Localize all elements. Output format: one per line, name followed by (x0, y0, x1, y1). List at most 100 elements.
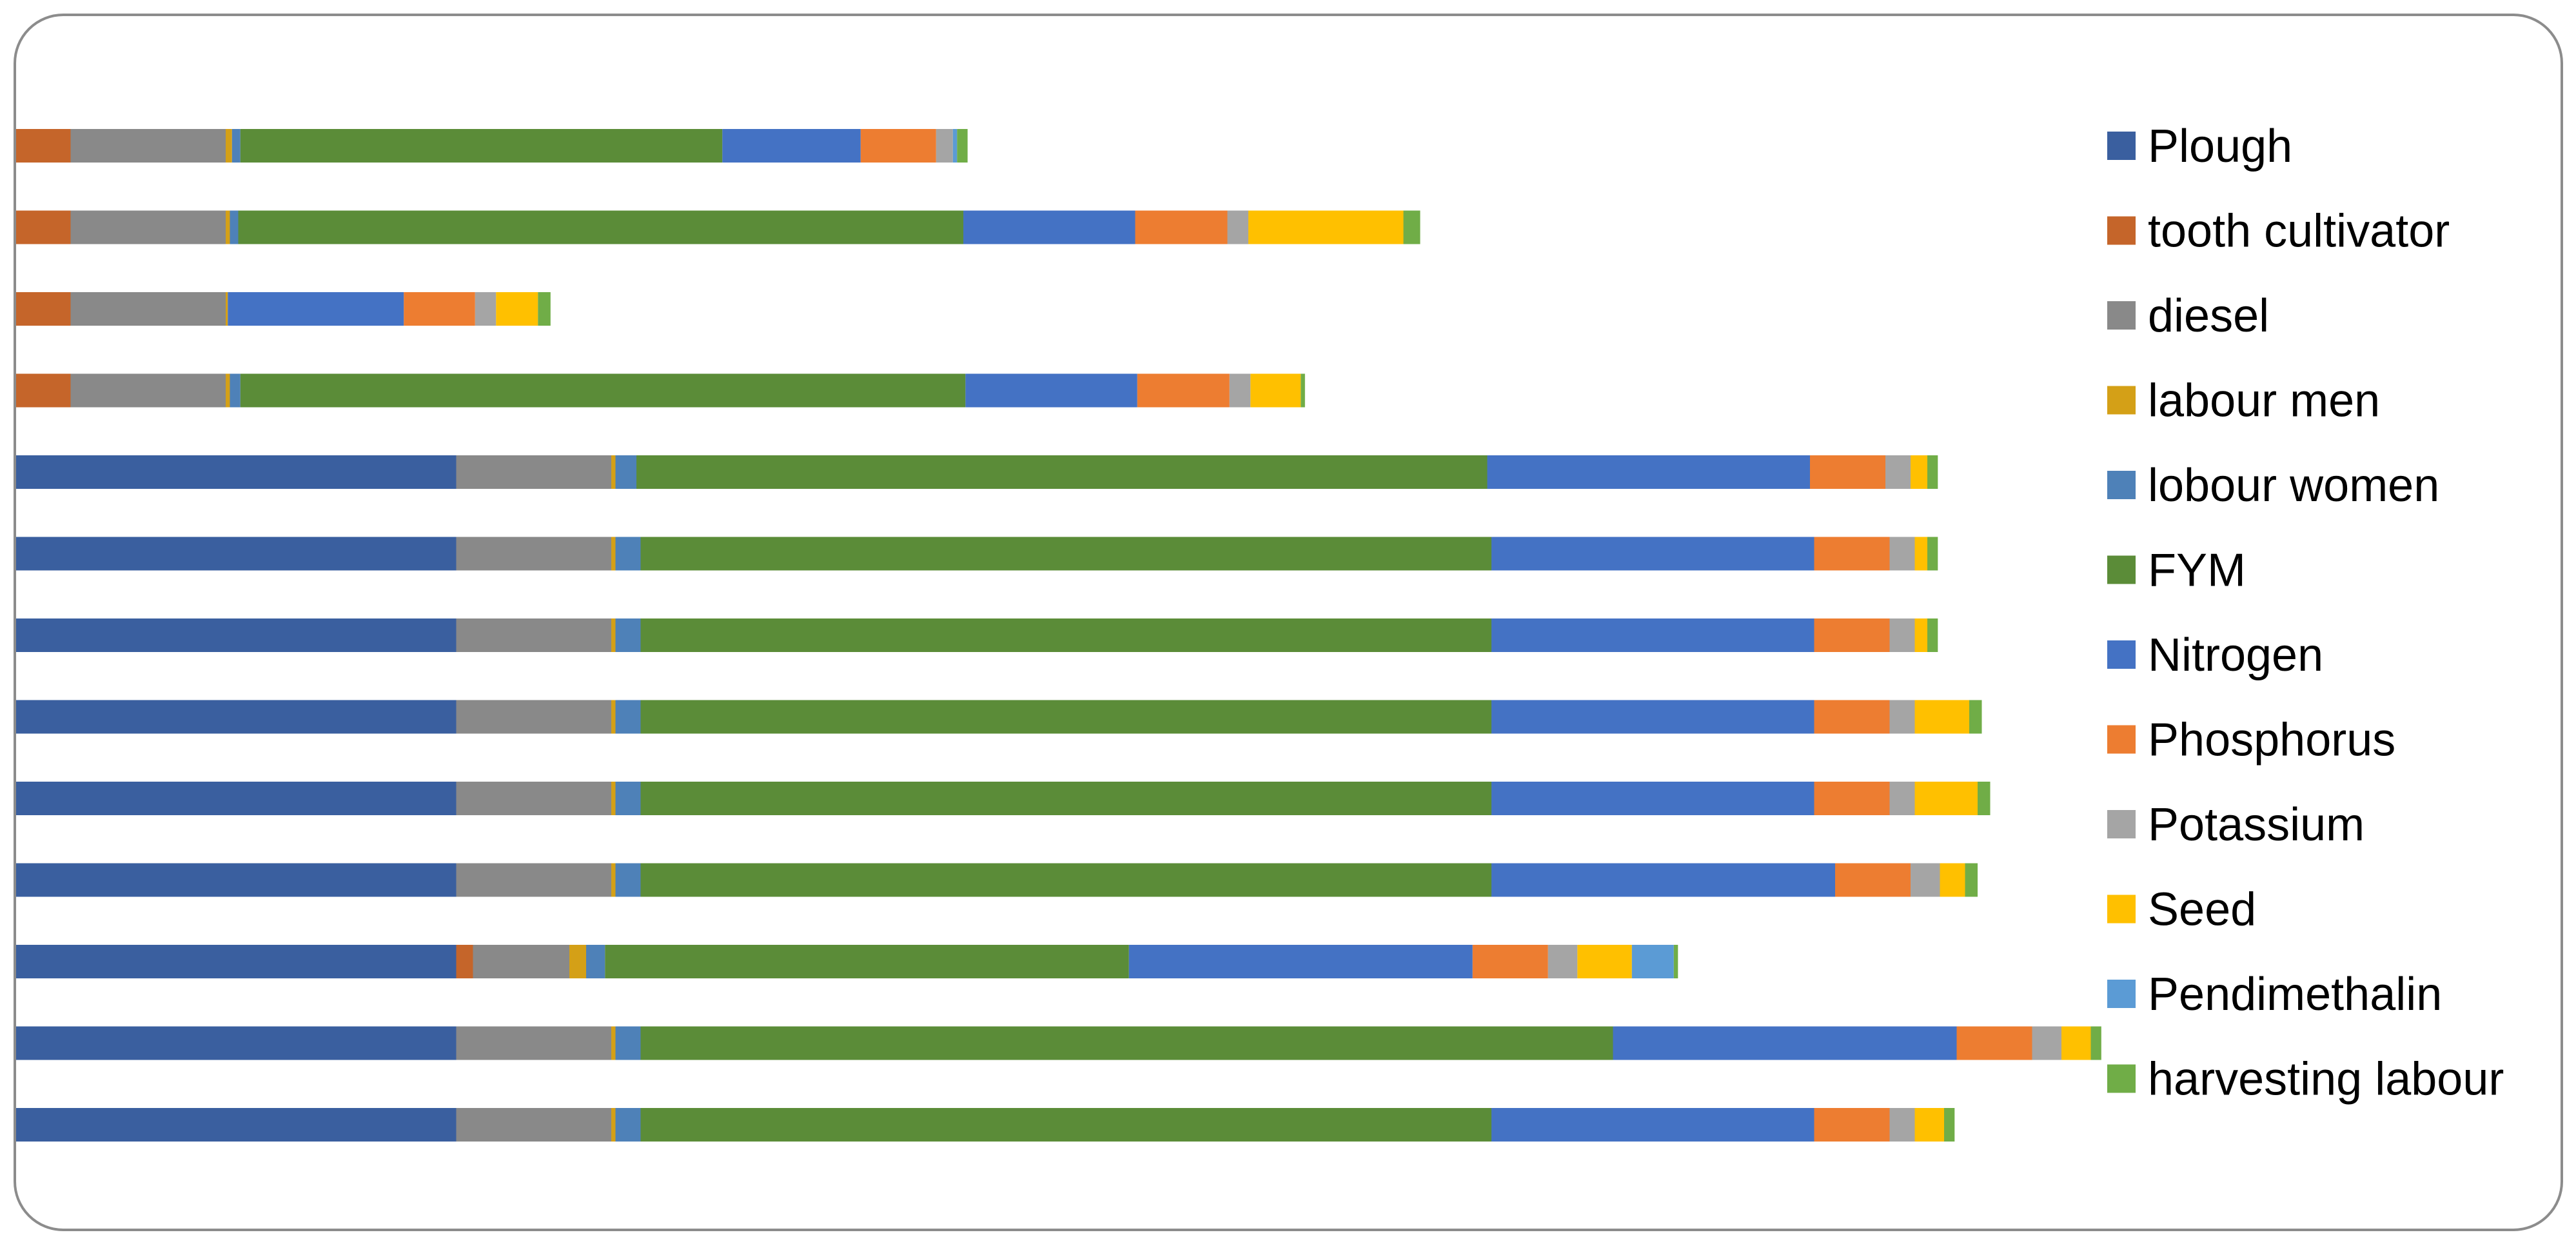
bar-segment-row4-nitrogen (965, 373, 1137, 408)
bar-segment-row7-harvesting-labour (1927, 618, 1938, 652)
bar-segment-row1-phosphorus (860, 129, 936, 163)
bar-segment-row11-potassium (1548, 945, 1578, 978)
legend-item: FYM (2107, 545, 2246, 597)
legend-swatch (2107, 980, 2136, 1008)
bar-segment-row2-labour-men (226, 210, 230, 244)
legend-label: diesel (2148, 290, 2269, 342)
bar-segment-row4-tooth-cultivator (16, 373, 71, 408)
bar-segment-row5-fym (636, 455, 1488, 489)
bar-segment-row2-fym (238, 210, 963, 244)
legend-label: Nitrogen (2148, 629, 2323, 681)
bar-segment-row2-phosphorus (1135, 210, 1228, 244)
legend-item: Phosphorus (2107, 715, 2395, 766)
bar-segment-row11-plough (16, 945, 457, 978)
bar-segment-row2-tooth-cultivator (16, 210, 71, 244)
legend-swatch (2107, 132, 2136, 160)
bar-segment-row6-plough (16, 537, 457, 571)
bar-segment-row8-plough (16, 700, 457, 734)
bar-segment-row9-labour-men (611, 782, 616, 815)
legend-label: Phosphorus (2148, 715, 2395, 766)
bar-segment-row12-harvesting-labour (2090, 1026, 2101, 1060)
bar-segment-row9-diesel (456, 782, 611, 815)
bar-segment-row1-fym (240, 129, 723, 163)
legend-label: harvesting labour (2148, 1054, 2504, 1105)
bar-segment-row10-lobour-women (615, 863, 641, 897)
legend-item: Nitrogen (2107, 629, 2323, 681)
bar-segment-row6-diesel (456, 537, 611, 571)
bar-segment-row5-nitrogen (1487, 455, 1810, 489)
bar-segment-row12-lobour-women (615, 1026, 641, 1060)
bar-segment-row1-nitrogen (722, 129, 861, 163)
bar-segment-row1-lobour-women (231, 129, 241, 163)
legend-swatch (2107, 640, 2136, 669)
bar-segment-row9-plough (16, 782, 457, 815)
legend-swatch (2107, 471, 2136, 499)
legend-item: harvesting labour (2107, 1054, 2504, 1105)
bar-segment-row8-labour-men (611, 700, 616, 734)
bar-segment-row4-phosphorus (1137, 373, 1230, 408)
bar-segment-row13-diesel (456, 1108, 611, 1142)
bar-segment-row9-lobour-women (615, 782, 641, 815)
bar-segment-row13-lobour-women (615, 1108, 641, 1142)
bar-segment-row13-labour-men (611, 1108, 616, 1142)
bar-segment-row7-diesel (456, 618, 611, 652)
bar-segment-row9-fym (640, 782, 1491, 815)
bar-segment-row8-seed (1914, 700, 1969, 734)
bars-layer (16, 129, 2101, 1142)
legend-item: tooth cultivator (2107, 206, 2450, 257)
bar-segment-row13-plough (16, 1108, 457, 1142)
bar-segment-row12-nitrogen (1613, 1026, 1957, 1060)
bar-segment-row6-seed (1914, 537, 1927, 571)
bar-segment-row4-harvesting-labour (1301, 373, 1305, 408)
bar-segment-row3-diesel (70, 292, 226, 326)
bar-segment-row13-phosphorus (1814, 1108, 1890, 1142)
bar-segment-row5-diesel (456, 455, 611, 489)
bar-segment-row8-diesel (456, 700, 611, 734)
legend-swatch (2107, 725, 2136, 754)
legend-label: tooth cultivator (2148, 206, 2450, 257)
bar-segment-row6-lobour-women (615, 537, 641, 571)
bar-segment-row8-potassium (1889, 700, 1915, 734)
bar-segment-row4-potassium (1229, 373, 1251, 408)
bar-segment-row12-seed (2061, 1026, 2091, 1060)
bar-segment-row4-lobour-women (230, 373, 241, 408)
bar-segment-row10-potassium (1911, 863, 1940, 897)
bar-segment-row1-harvesting-labour (957, 129, 968, 163)
bar-segment-row3-labour-men (226, 292, 228, 326)
bar-segment-row2-potassium (1227, 210, 1248, 244)
legend-swatch (2107, 386, 2136, 415)
legend-item: diesel (2107, 290, 2269, 342)
bar-segment-row1-pendimethalin (952, 129, 958, 163)
bar-segment-row6-fym (640, 537, 1491, 571)
bar-segment-row5-phosphorus (1810, 455, 1885, 489)
bar-segment-row11-fym (605, 945, 1129, 978)
bar-segment-row3-phosphorus (404, 292, 475, 326)
bar-segment-row11-diesel (473, 945, 569, 978)
bar-segment-row12-labour-men (611, 1026, 616, 1060)
legend: Plough tooth cultivator diesel labour men lo… (2107, 121, 2504, 1105)
legend-label: Plough (2148, 121, 2292, 172)
legend-label: Potassium (2148, 799, 2365, 851)
bar-segment-row3-nitrogen (228, 292, 404, 326)
bar-segment-row7-labour-men (611, 618, 616, 652)
bar-segment-row10-fym (640, 863, 1491, 897)
legend-item: Plough (2107, 121, 2292, 172)
bar-segment-row2-diesel (70, 210, 226, 244)
bar-segment-row2-nitrogen (963, 210, 1136, 244)
bar-segment-row3-harvesting-labour (538, 292, 551, 326)
bar-segment-row1-diesel (70, 129, 226, 163)
bar-segment-row3-potassium (475, 292, 497, 326)
bar-segment-row13-harvesting-labour (1944, 1108, 1955, 1142)
bar-segment-row12-fym (640, 1026, 1613, 1060)
legend-swatch (2107, 301, 2136, 330)
bar-segment-row4-labour-men (226, 373, 230, 408)
bar-segment-row8-harvesting-labour (1969, 700, 1982, 734)
bar-segment-row10-labour-men (611, 863, 616, 897)
bar-segment-row5-seed (1911, 455, 1927, 489)
bar-segment-row12-diesel (456, 1026, 611, 1060)
bar-segment-row5-harvesting-labour (1927, 455, 1938, 489)
bar-segment-row11-harvesting-labour (1673, 945, 1678, 978)
bar-segment-row9-harvesting-labour (1978, 782, 1991, 815)
legend-swatch (2107, 216, 2136, 245)
